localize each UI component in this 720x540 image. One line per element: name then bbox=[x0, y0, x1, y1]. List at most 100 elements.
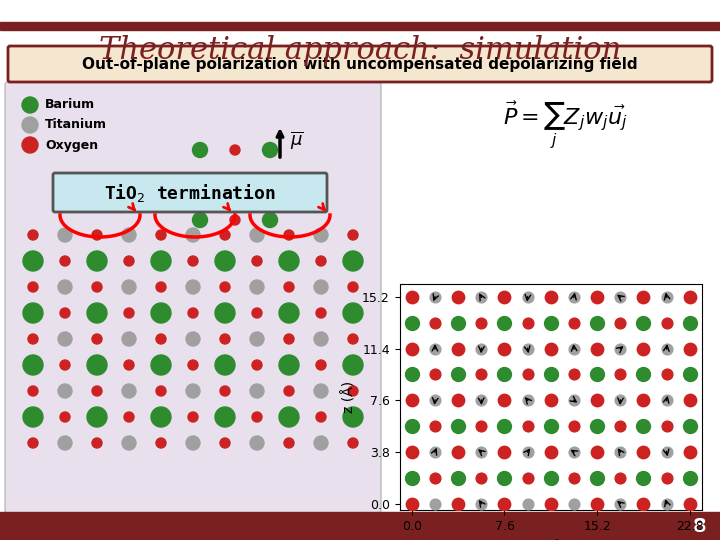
Point bbox=[568, 345, 580, 353]
Circle shape bbox=[58, 332, 72, 346]
Point bbox=[475, 396, 487, 404]
Circle shape bbox=[316, 412, 326, 422]
Text: Oxygen: Oxygen bbox=[45, 138, 98, 152]
Circle shape bbox=[348, 438, 358, 448]
Point bbox=[568, 370, 580, 379]
Point bbox=[499, 499, 510, 508]
Point bbox=[429, 396, 441, 404]
Point bbox=[406, 319, 418, 327]
Circle shape bbox=[343, 251, 363, 271]
Point bbox=[615, 499, 626, 508]
Circle shape bbox=[186, 228, 200, 242]
Point bbox=[475, 293, 487, 301]
Point bbox=[545, 345, 557, 353]
Point bbox=[429, 474, 441, 482]
Point bbox=[522, 396, 534, 404]
Point bbox=[568, 499, 580, 508]
Circle shape bbox=[124, 360, 134, 370]
Circle shape bbox=[60, 412, 70, 422]
Point bbox=[452, 474, 464, 482]
Circle shape bbox=[28, 282, 38, 292]
Text: 8: 8 bbox=[693, 516, 707, 536]
Circle shape bbox=[188, 256, 198, 266]
Circle shape bbox=[124, 412, 134, 422]
Point bbox=[499, 293, 510, 301]
Circle shape bbox=[348, 386, 358, 396]
Point bbox=[522, 499, 534, 508]
Point bbox=[591, 448, 603, 456]
Point bbox=[615, 474, 626, 482]
Point bbox=[475, 345, 487, 353]
Point bbox=[568, 319, 580, 327]
Point bbox=[452, 370, 464, 379]
Circle shape bbox=[343, 303, 363, 323]
Point bbox=[499, 448, 510, 456]
Point bbox=[475, 499, 487, 508]
Circle shape bbox=[252, 256, 262, 266]
Point bbox=[661, 499, 672, 508]
Point bbox=[522, 422, 534, 430]
Point bbox=[684, 293, 696, 301]
Circle shape bbox=[215, 303, 235, 323]
Circle shape bbox=[28, 438, 38, 448]
Point bbox=[591, 319, 603, 327]
Circle shape bbox=[263, 213, 277, 227]
Bar bbox=[0, 512, 720, 540]
Circle shape bbox=[279, 407, 299, 427]
Point bbox=[522, 370, 534, 379]
Circle shape bbox=[60, 360, 70, 370]
Circle shape bbox=[252, 360, 262, 370]
Point bbox=[615, 319, 626, 327]
Point bbox=[406, 422, 418, 430]
Point bbox=[684, 370, 696, 379]
Circle shape bbox=[348, 230, 358, 240]
Circle shape bbox=[192, 213, 207, 227]
Point bbox=[406, 499, 418, 508]
Circle shape bbox=[220, 230, 230, 240]
Point bbox=[638, 474, 649, 482]
Point bbox=[452, 319, 464, 327]
Circle shape bbox=[314, 384, 328, 398]
Circle shape bbox=[186, 332, 200, 346]
Circle shape bbox=[22, 137, 38, 153]
Point bbox=[684, 448, 696, 456]
Point bbox=[638, 293, 649, 301]
Circle shape bbox=[186, 280, 200, 294]
Circle shape bbox=[23, 407, 43, 427]
Circle shape bbox=[284, 282, 294, 292]
Point bbox=[638, 345, 649, 353]
Point bbox=[522, 345, 534, 353]
Circle shape bbox=[122, 228, 136, 242]
Point bbox=[661, 422, 672, 430]
Circle shape bbox=[215, 251, 235, 271]
Point bbox=[568, 396, 580, 404]
Circle shape bbox=[220, 386, 230, 396]
Circle shape bbox=[250, 228, 264, 242]
Point bbox=[522, 319, 534, 327]
Circle shape bbox=[188, 360, 198, 370]
Point bbox=[406, 293, 418, 301]
Point bbox=[591, 370, 603, 379]
Circle shape bbox=[252, 412, 262, 422]
Point bbox=[661, 396, 672, 404]
Point bbox=[615, 345, 626, 353]
Circle shape bbox=[279, 303, 299, 323]
Circle shape bbox=[87, 407, 107, 427]
Circle shape bbox=[92, 334, 102, 344]
Point bbox=[684, 422, 696, 430]
Circle shape bbox=[22, 117, 38, 133]
Text: Theoretical approach:  simulation: Theoretical approach: simulation bbox=[99, 35, 621, 65]
Circle shape bbox=[122, 436, 136, 450]
Circle shape bbox=[122, 384, 136, 398]
Point bbox=[545, 448, 557, 456]
Circle shape bbox=[343, 355, 363, 375]
Circle shape bbox=[279, 251, 299, 271]
FancyBboxPatch shape bbox=[53, 173, 327, 212]
Point bbox=[591, 422, 603, 430]
Point bbox=[429, 293, 441, 301]
Circle shape bbox=[215, 407, 235, 427]
Circle shape bbox=[156, 230, 166, 240]
Point bbox=[475, 370, 487, 379]
Text: $\vec{P} = \sum_{j} Z_j w_j \vec{u_j}$: $\vec{P} = \sum_{j} Z_j w_j \vec{u_j}$ bbox=[503, 99, 627, 151]
Circle shape bbox=[156, 438, 166, 448]
